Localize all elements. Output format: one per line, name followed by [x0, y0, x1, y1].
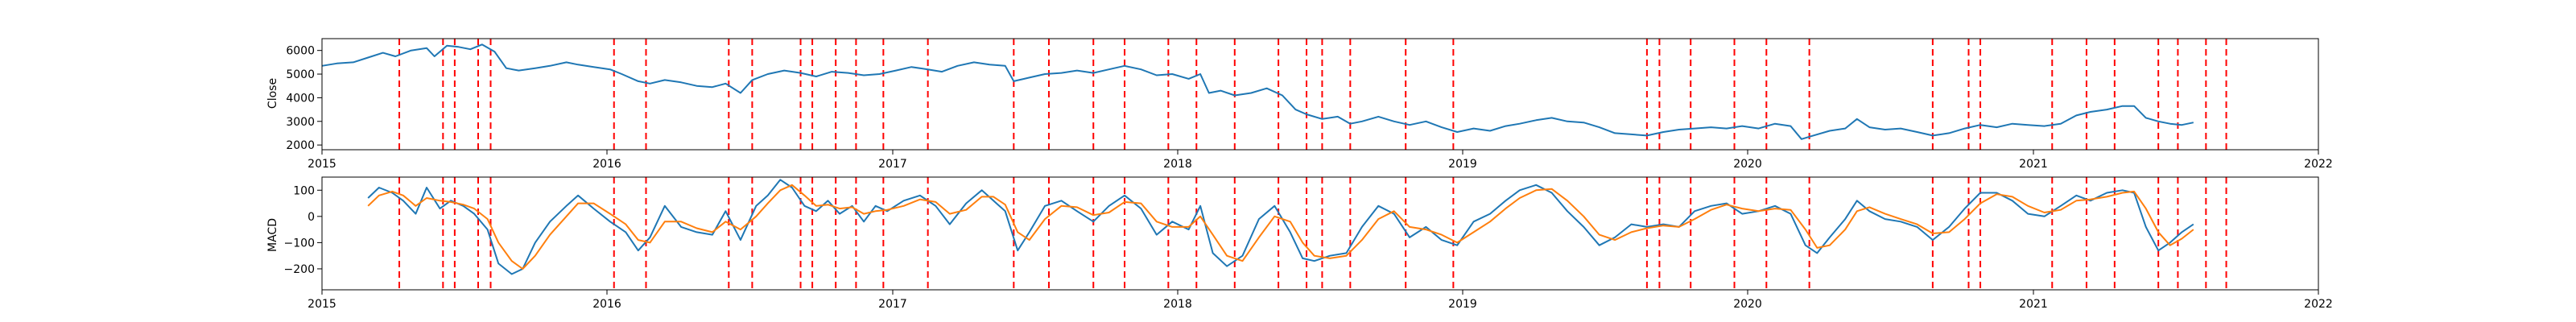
macd-x-tick-label: 2022 [2304, 298, 2333, 311]
close-series [321, 43, 2194, 140]
close-x-tick-label: 2019 [1448, 158, 1477, 171]
macd-x-tick-label: 2015 [308, 298, 336, 311]
macd-ylabel: MACD [266, 218, 279, 252]
macd-x-tick-label: 2021 [2019, 298, 2048, 311]
macd-x-tick-label: 2017 [878, 298, 907, 311]
macd-axes-frame [321, 176, 2319, 291]
macd-y-tick-label: 0 [308, 211, 315, 224]
close-y-tick-label: 6000 [286, 45, 315, 58]
close-x-tick-label: 2015 [308, 158, 336, 171]
macd-series [367, 179, 2194, 275]
macd-x-tick-label: 2019 [1448, 298, 1477, 311]
macd-ticks: 2015 2016 2017 2018 2019 2020 2021 2022 −200 −100… [284, 184, 2333, 311]
macd-x-tick-label: 2016 [592, 298, 621, 311]
macd-y-tick-label: −200 [284, 263, 315, 276]
macd-series-line-0 [367, 179, 2194, 275]
close-x-tick-label: 2017 [878, 158, 907, 171]
close-y-tick-label: 3000 [286, 116, 315, 129]
close-y-tick-label: 2000 [286, 139, 315, 152]
close-ticks: 2015 2016 2017 2018 2019 2020 2021 2022 2000 3000… [286, 45, 2332, 171]
close-y-tick-label: 4000 [286, 92, 315, 105]
close-x-tick-label: 2018 [1163, 158, 1192, 171]
macd-y-tick-label: 100 [293, 184, 315, 197]
close-event-lines [398, 39, 2227, 150]
close-x-tick-label: 2016 [592, 158, 621, 171]
macd-series-line-1 [367, 184, 2194, 270]
close-x-tick-label: 2020 [1733, 158, 1762, 171]
close-price-panel: Close 2015 2016 2017 2018 2019 2020 2021 202220… [266, 38, 2333, 171]
close-x-tick-label: 2021 [2019, 158, 2048, 171]
close-series-line-0 [321, 43, 2194, 140]
macd-panel: MACD 2015 2016 2017 2018 2019 2020 2021 2022 −20… [266, 176, 2333, 311]
close-y-tick-label: 5000 [286, 68, 315, 81]
close-ylabel: Close [266, 78, 279, 109]
macd-event-lines [398, 177, 2227, 290]
macd-y-tick-label: −100 [284, 237, 315, 250]
macd-x-tick-label: 2018 [1163, 298, 1192, 311]
close-axes-frame [321, 38, 2319, 151]
close-x-tick-label: 2022 [2304, 158, 2333, 171]
macd-x-tick-label: 2020 [1733, 298, 1762, 311]
